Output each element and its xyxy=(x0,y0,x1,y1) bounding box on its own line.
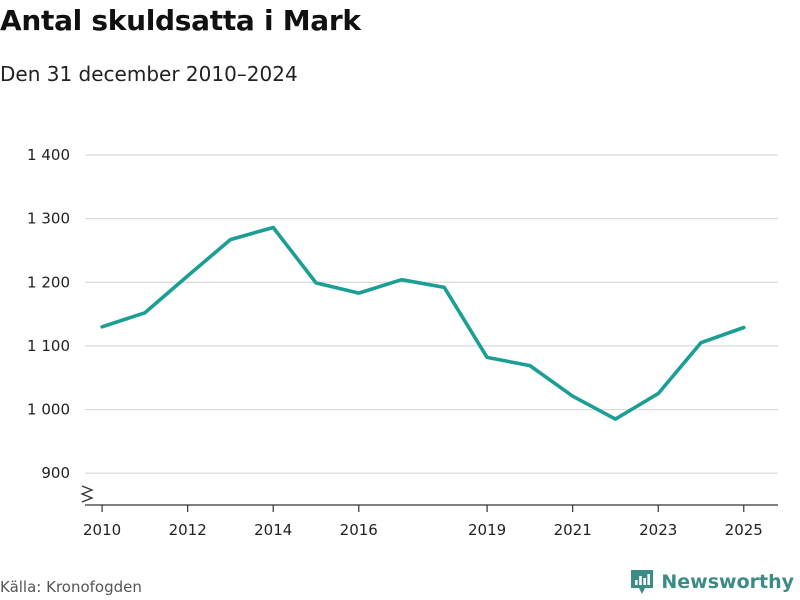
brand-name: Newsworthy xyxy=(661,571,794,593)
x-tick-label: 2025 xyxy=(725,521,763,539)
data-point xyxy=(186,274,189,277)
x-tick-label: 2021 xyxy=(554,521,592,539)
y-tick-label: 1 300 xyxy=(27,210,70,228)
data-point xyxy=(571,395,574,398)
data-point xyxy=(229,238,232,241)
x-axis xyxy=(80,485,778,512)
data-point xyxy=(443,286,446,289)
series-layer xyxy=(100,225,746,421)
source-note: Källa: Kronofogden xyxy=(0,578,142,596)
x-tick-label: 2016 xyxy=(340,521,378,539)
data-point xyxy=(742,326,745,329)
data-point xyxy=(272,226,275,229)
data-point xyxy=(486,356,489,359)
gridlines xyxy=(85,154,778,474)
newsworthy-logo-icon xyxy=(631,570,654,594)
chart-subtitle: Den 31 december 2010–2024 xyxy=(0,62,298,86)
x-tick-label: 2019 xyxy=(468,521,506,539)
data-point xyxy=(614,418,617,421)
data-point xyxy=(700,341,703,344)
data-point xyxy=(357,292,360,295)
data-point xyxy=(315,281,318,284)
axis-break-icon xyxy=(80,485,94,503)
data-point xyxy=(400,278,403,281)
x-axis-labels: 2010 2012 2014 2016 2019 2021 2023 2025 xyxy=(83,521,763,539)
y-axis-labels: 900 1 000 1 100 1 200 1 300 1 400 xyxy=(27,146,70,482)
x-tick-label: 2010 xyxy=(83,521,121,539)
chart-title: Antal skuldsatta i Mark xyxy=(0,4,361,37)
x-tick-label: 2023 xyxy=(639,521,677,539)
series-line xyxy=(100,225,746,421)
brand-logo: Newsworthy xyxy=(629,568,794,596)
data-point xyxy=(528,364,531,367)
y-tick-label: 1 400 xyxy=(27,146,70,164)
y-tick-label: 900 xyxy=(41,464,70,482)
data-point xyxy=(143,311,146,314)
x-tick-label: 2012 xyxy=(169,521,207,539)
y-tick-label: 1 000 xyxy=(27,401,70,419)
x-tick-label: 2014 xyxy=(254,521,292,539)
y-tick-label: 1 100 xyxy=(27,337,70,355)
y-tick-label: 1 200 xyxy=(27,273,70,291)
data-point xyxy=(657,392,660,395)
data-point xyxy=(101,325,104,328)
